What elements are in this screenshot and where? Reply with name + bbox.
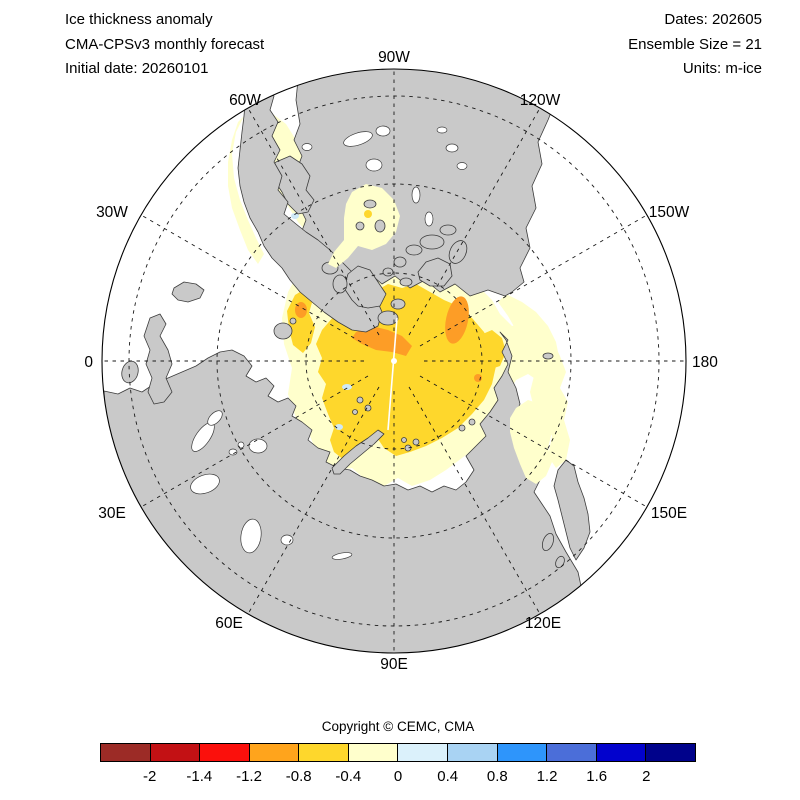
ice-anomaly-positive-specks	[291, 213, 352, 430]
ice-anomaly-enclosed-seas	[328, 184, 552, 484]
colorbar-tick--1.4: -1.4	[186, 768, 213, 785]
colorbar-cell-6	[397, 744, 448, 761]
colorbar-cell-1	[149, 744, 200, 761]
colorbar-tick-2: 2	[642, 768, 651, 785]
colorbar-cell-4	[298, 744, 348, 761]
colorbar-tick-0: 0	[393, 768, 403, 785]
lon-label-150e: 150E	[651, 505, 687, 522]
lakes-and-inland-seas	[190, 125, 468, 560]
lon-label-60w: 60W	[229, 92, 261, 109]
colorbar-tick--2: -2	[142, 768, 157, 785]
lon-label-90e: 90E	[380, 656, 408, 673]
title-block: Ice thickness anomaly CMA-CPSv3 monthly f…	[65, 8, 264, 82]
lon-label-120e: 120E	[525, 615, 561, 632]
copyright-notice: Copyright © CEMC, CMA	[321, 719, 475, 734]
lon-label-30w: 30W	[96, 204, 128, 221]
map-boundary-circle	[101, 68, 687, 654]
land-novaya-zemlya	[331, 429, 385, 475]
colorbar-cell-11	[645, 744, 695, 761]
lon-label-30e: 30E	[98, 505, 126, 522]
lon-label-60e: 60E	[215, 615, 243, 632]
black-sea	[190, 473, 220, 495]
colorbar	[100, 743, 696, 762]
land-canadian-archipelago	[321, 224, 468, 326]
colorbar-tick--1.2: -1.2	[236, 768, 262, 785]
initial-date: Initial date: 20260101	[65, 60, 209, 77]
colorbar-cell-7	[447, 744, 497, 761]
graticule	[102, 69, 686, 653]
colorbar-cell-10	[595, 744, 646, 761]
colorbar-cell-0	[101, 744, 150, 761]
figure-subtitle: CMA-CPSv3 monthly forecast	[65, 35, 265, 53]
land-svalbard	[273, 322, 293, 340]
colorbar-cell-3	[248, 744, 299, 761]
colorbar-cell-2	[199, 744, 249, 761]
caspian-sea	[240, 518, 262, 554]
colorbar-tick-0.8: 0.8	[486, 768, 508, 785]
lon-label-150w: 150W	[649, 204, 690, 221]
land-iceland	[171, 281, 205, 303]
hudson-bay	[343, 131, 373, 147]
lon-label-0: 0	[84, 354, 93, 371]
forecast-dates: Dates: 202605	[664, 11, 762, 28]
colorbar-tick-0.4: 0.4	[437, 768, 459, 785]
pole-seam-artifact	[387, 317, 398, 431]
land-ireland	[121, 360, 139, 384]
land-wrangel	[542, 352, 554, 360]
white-sea	[248, 438, 268, 454]
colorbar-tick--0.4: -0.4	[335, 768, 362, 785]
polar-map: 90W 60W 120W 30W 150W 0 180 30E 150E 60E…	[84, 49, 718, 673]
land-britain	[143, 313, 173, 405]
ensemble-size: Ensemble Size = 21	[628, 35, 762, 53]
lon-label-180: 180	[692, 354, 718, 371]
colorbar-tick-labels: -2 -1.4 -1.2 -0.8 -0.4 0 0.4 0.8 1.2 1.6 2	[100, 768, 696, 788]
colorbar-tick-1.6: 1.6	[586, 768, 608, 785]
land-kamchatka	[553, 459, 591, 561]
figure-title: Ice thickness anomaly	[65, 11, 213, 28]
meta-block: Dates: 202605 Ensemble Size = 21 Units: m-…	[628, 8, 762, 82]
land-masses	[103, 69, 591, 653]
colorbar-cell-5	[347, 744, 398, 761]
lake-balkhash	[331, 552, 353, 560]
colorbar-tick--0.8: -0.8	[285, 768, 312, 785]
aral-sea	[280, 534, 294, 546]
longitude-labels: 90W 60W 120W 30W 150W 0 180 30E 150E 60E…	[84, 49, 718, 673]
units-label: Units: m-ice	[682, 60, 762, 77]
colorbar-cell-9	[546, 744, 596, 761]
lon-label-120w: 120W	[520, 92, 561, 109]
colorbar-cell-8	[496, 744, 547, 761]
lon-label-90w: 90W	[378, 49, 410, 66]
colorbar-tick-1.2: 1.2	[536, 768, 558, 785]
land-eurasia	[103, 331, 585, 653]
